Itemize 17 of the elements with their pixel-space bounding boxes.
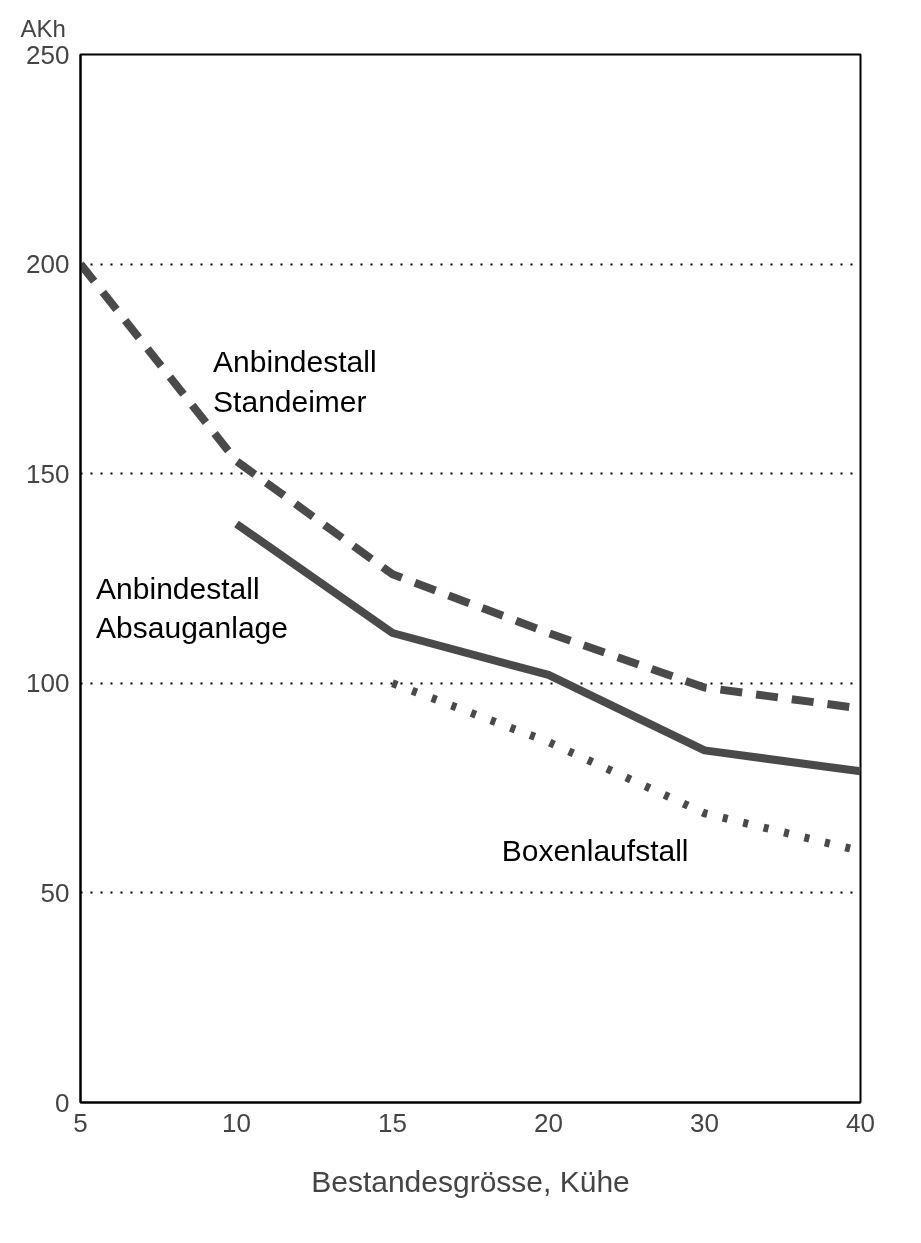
x-tick-label: 10 <box>222 1107 251 1138</box>
series-label: Anbindestall Absauganlage <box>96 571 288 645</box>
y-tick-label: 0 <box>55 1087 70 1118</box>
series-label: Boxenlaufstall <box>501 834 689 868</box>
y-axis-title: AKh <box>20 15 66 42</box>
y-tick-label: 200 <box>26 249 70 280</box>
x-tick-label: 30 <box>690 1107 719 1138</box>
series-label: Anbindestall Standeimer <box>213 345 377 418</box>
x-tick-label: 40 <box>846 1107 875 1138</box>
y-tick-label: 50 <box>40 877 70 908</box>
x-tick-label: 15 <box>378 1107 407 1138</box>
y-tick-label: 100 <box>26 668 70 699</box>
x-tick-label: 5 <box>73 1107 88 1138</box>
y-tick-label: 150 <box>26 458 70 489</box>
y-tick-label: 250 <box>26 39 70 70</box>
x-axis-title: Bestandesgrösse, Kühe <box>311 1164 630 1198</box>
x-tick-label: 20 <box>534 1107 563 1138</box>
